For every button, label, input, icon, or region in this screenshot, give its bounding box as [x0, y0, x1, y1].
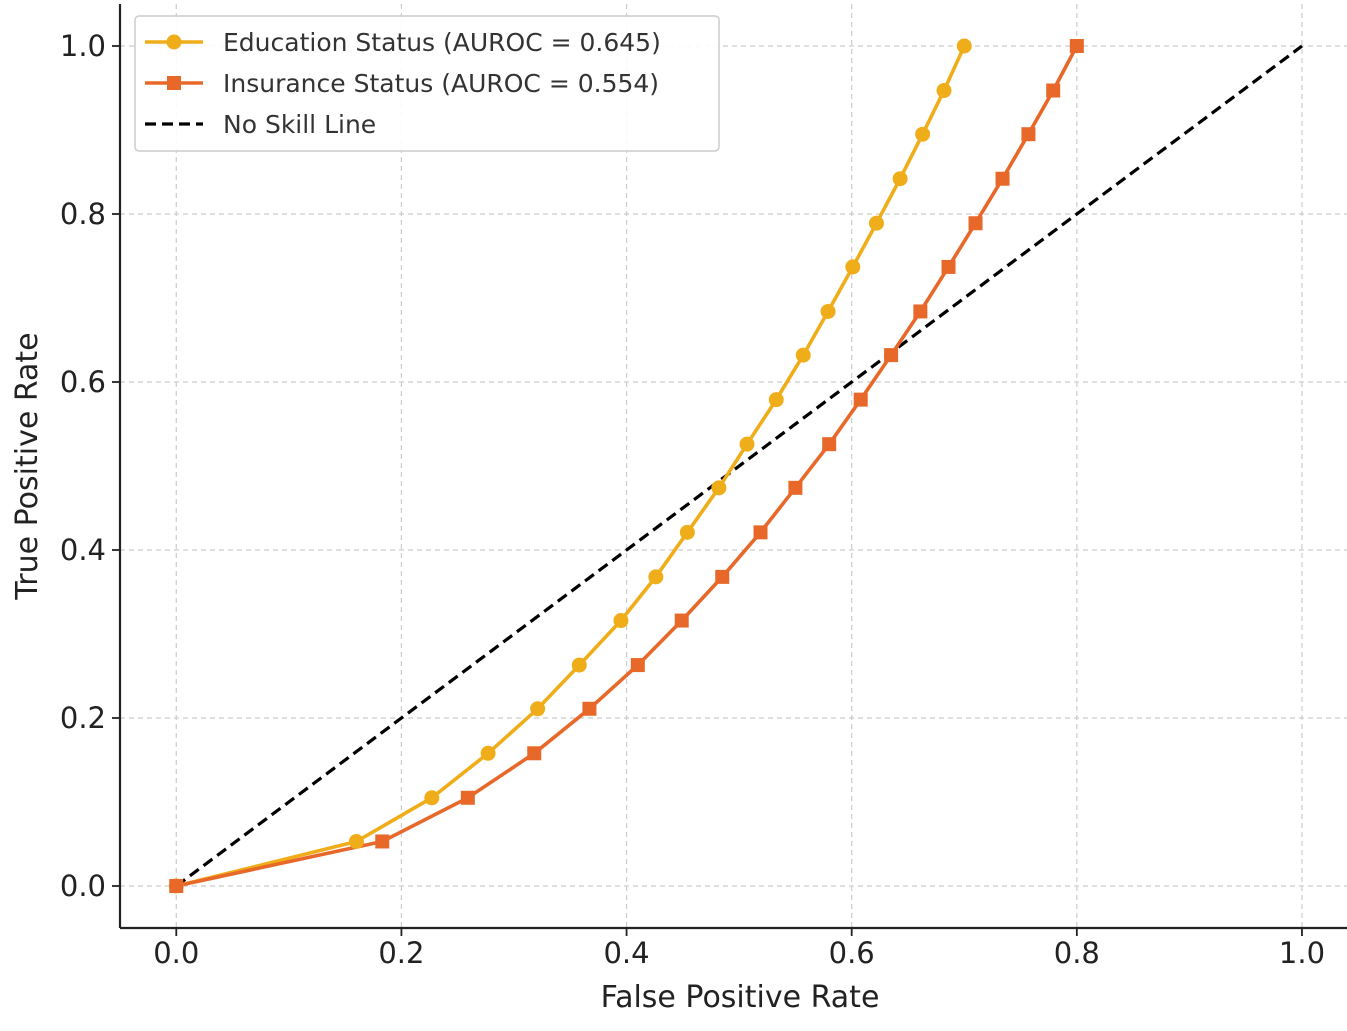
data-point-square — [853, 392, 868, 407]
data-point-circle — [679, 524, 695, 540]
data-point-circle — [936, 83, 952, 99]
y-tick-label: 0.6 — [60, 365, 106, 399]
data-point-square — [375, 834, 390, 849]
ticks: 0.0 0.2 0.4 0.6 0.8 1.0 0.0 0.2 0.4 0.6 0.8 1.0 — [60, 29, 1325, 970]
data-point-square — [941, 259, 956, 274]
data-point-square — [582, 701, 597, 716]
data-point-circle — [571, 657, 587, 673]
grid — [120, 4, 1347, 928]
series-lines — [175, 44, 1303, 888]
data-point-square — [788, 480, 803, 495]
series-line-1 — [175, 45, 1079, 888]
data-point-circle — [845, 259, 861, 275]
data-point-square — [995, 171, 1010, 186]
data-point-square — [527, 746, 542, 761]
y-tick-label: 0.0 — [60, 869, 106, 903]
series-markers — [168, 38, 1084, 894]
data-point-square — [753, 525, 768, 540]
legend-box — [134, 15, 720, 152]
x-tick-label: 0.4 — [603, 936, 649, 970]
data-point-circle — [956, 38, 972, 54]
data-point-circle — [795, 347, 811, 363]
data-point-circle — [711, 480, 727, 496]
data-point-square — [674, 613, 689, 628]
data-point-square — [1021, 127, 1036, 142]
data-point-square — [460, 790, 475, 805]
data-point-circle — [648, 569, 664, 585]
data-point-circle — [530, 701, 546, 717]
data-point-square — [630, 658, 645, 673]
data-point-circle — [613, 613, 629, 629]
data-point-square — [913, 304, 928, 319]
legend-marker-circle — [166, 34, 182, 50]
legend: Education Status (AUROC = 0.645) Insuranc… — [134, 15, 720, 152]
legend-marker-square — [167, 76, 181, 90]
data-point-square — [715, 569, 730, 584]
series-line-2 — [175, 44, 1303, 888]
y-tick-label: 1.0 — [60, 29, 106, 63]
x-tick-label: 0.0 — [153, 936, 199, 970]
axes — [118, 4, 1347, 930]
legend-label-1: Insurance Status (AUROC = 0.554) — [223, 69, 659, 98]
y-axis-title: True Positive Rate — [10, 332, 45, 600]
data-point-square — [968, 216, 983, 231]
data-point-square — [1046, 83, 1061, 98]
data-point-circle — [424, 790, 440, 806]
y-tick-label: 0.4 — [60, 533, 106, 567]
data-point-circle — [348, 833, 364, 849]
legend-label-2: No Skill Line — [223, 110, 376, 139]
x-tick-label: 0.2 — [378, 936, 424, 970]
data-point-square — [884, 348, 899, 363]
data-point-square — [169, 879, 184, 893]
data-point-square — [1069, 39, 1084, 53]
data-point-circle — [768, 392, 784, 408]
x-axis-title: False Positive Rate — [601, 980, 880, 1015]
data-point-circle — [892, 171, 908, 187]
legend-label-0: Education Status (AUROC = 0.645) — [223, 28, 661, 57]
data-point-circle — [820, 303, 836, 319]
data-point-circle — [915, 126, 931, 142]
y-tick-label: 0.2 — [60, 701, 106, 735]
data-point-square — [822, 437, 837, 452]
x-tick-label: 0.8 — [1054, 936, 1100, 970]
x-tick-label: 1.0 — [1279, 936, 1325, 970]
x-tick-label: 0.6 — [829, 936, 875, 970]
data-point-circle — [739, 436, 755, 452]
y-tick-label: 0.8 — [60, 197, 106, 231]
data-point-circle — [868, 215, 884, 231]
data-point-circle — [480, 745, 496, 761]
series-line-0 — [175, 45, 966, 888]
